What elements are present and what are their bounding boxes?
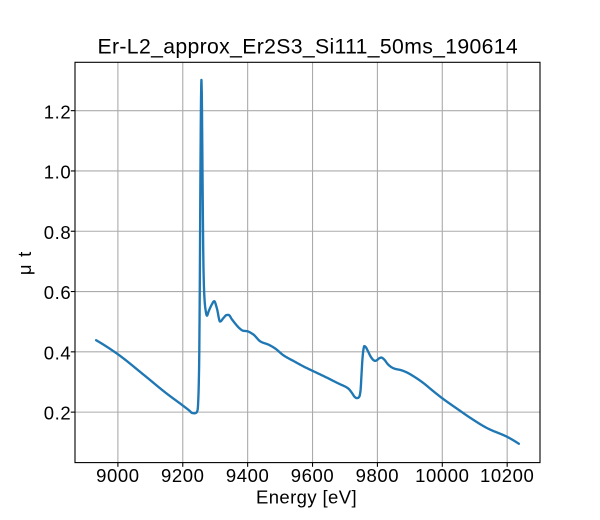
svg-text:μ t: μ t (14, 251, 35, 276)
svg-text:9400: 9400 (226, 465, 270, 486)
svg-text:0.2: 0.2 (44, 403, 72, 424)
svg-text:1.0: 1.0 (44, 162, 72, 183)
svg-text:10200: 10200 (480, 465, 534, 486)
svg-text:9000: 9000 (96, 465, 140, 486)
svg-text:0.4: 0.4 (44, 342, 72, 363)
svg-text:9200: 9200 (161, 465, 205, 486)
svg-text:0.8: 0.8 (44, 222, 72, 243)
svg-text:0.6: 0.6 (44, 282, 72, 303)
svg-text:Energy [eV]: Energy [eV] (256, 486, 357, 507)
svg-text:1.2: 1.2 (44, 101, 72, 122)
svg-text:10000: 10000 (415, 465, 469, 486)
svg-text:9600: 9600 (291, 465, 335, 486)
svg-text:9800: 9800 (356, 465, 400, 486)
svg-text:Er-L2_approx_Er2S3_Si111_50ms_: Er-L2_approx_Er2S3_Si111_50ms_190614 (98, 36, 519, 59)
